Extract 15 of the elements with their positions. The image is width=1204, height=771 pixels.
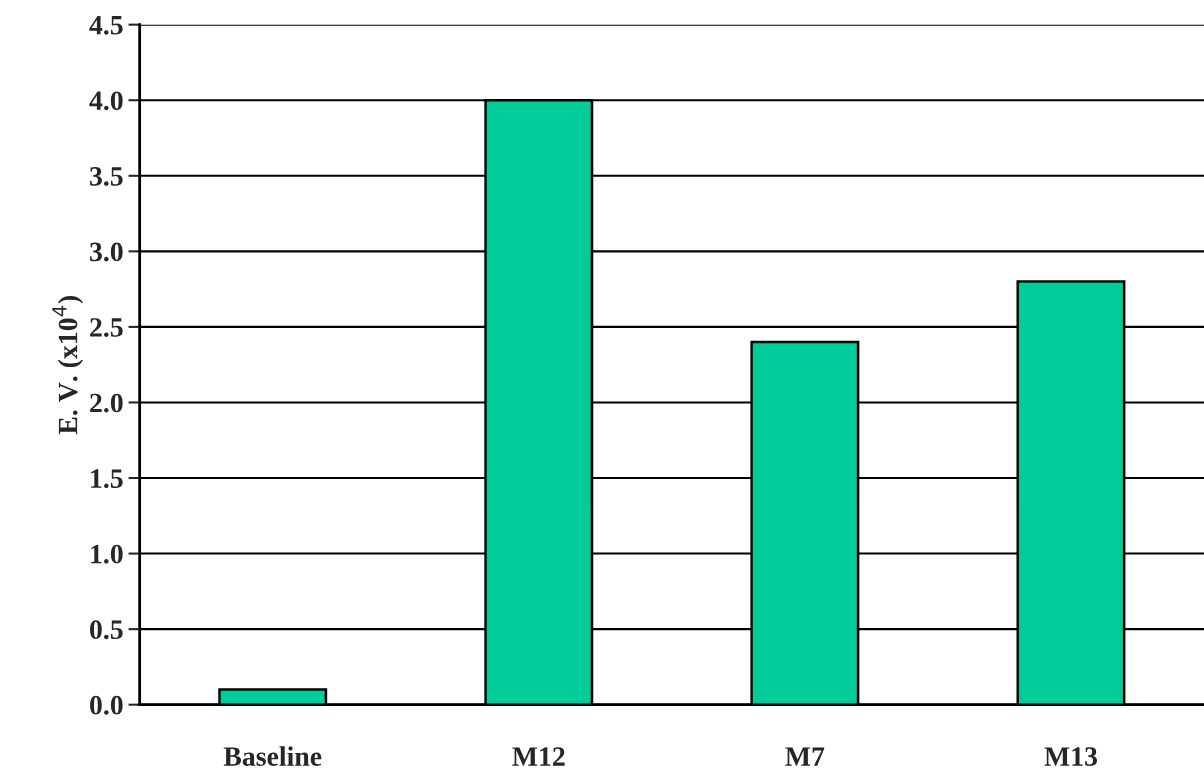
y-tick-label: 3.5 xyxy=(90,167,123,186)
y-tick-label: 1.5 xyxy=(91,469,123,489)
y-tick-label: 0.5 xyxy=(90,620,123,640)
x-tick-label: Baseline xyxy=(223,746,322,766)
y-tick-label: 1.0 xyxy=(91,544,123,564)
y-axis-title: E. V. (x10$^{4}$) xyxy=(52,295,84,435)
y-tick-label: 3.0 xyxy=(90,242,123,262)
x-tick-label: M13 xyxy=(1044,747,1097,766)
y-tick-label: 4.5 xyxy=(89,16,123,35)
y-tick-label: 4.0 xyxy=(89,91,123,111)
y-tick-label: 2.0 xyxy=(90,393,123,413)
x-tick-label: M12 xyxy=(512,747,565,766)
y-tick-label: 2.5 xyxy=(90,318,123,337)
y-tick-label: 0.0 xyxy=(90,695,123,715)
x-tick-label: M7 xyxy=(785,747,825,766)
